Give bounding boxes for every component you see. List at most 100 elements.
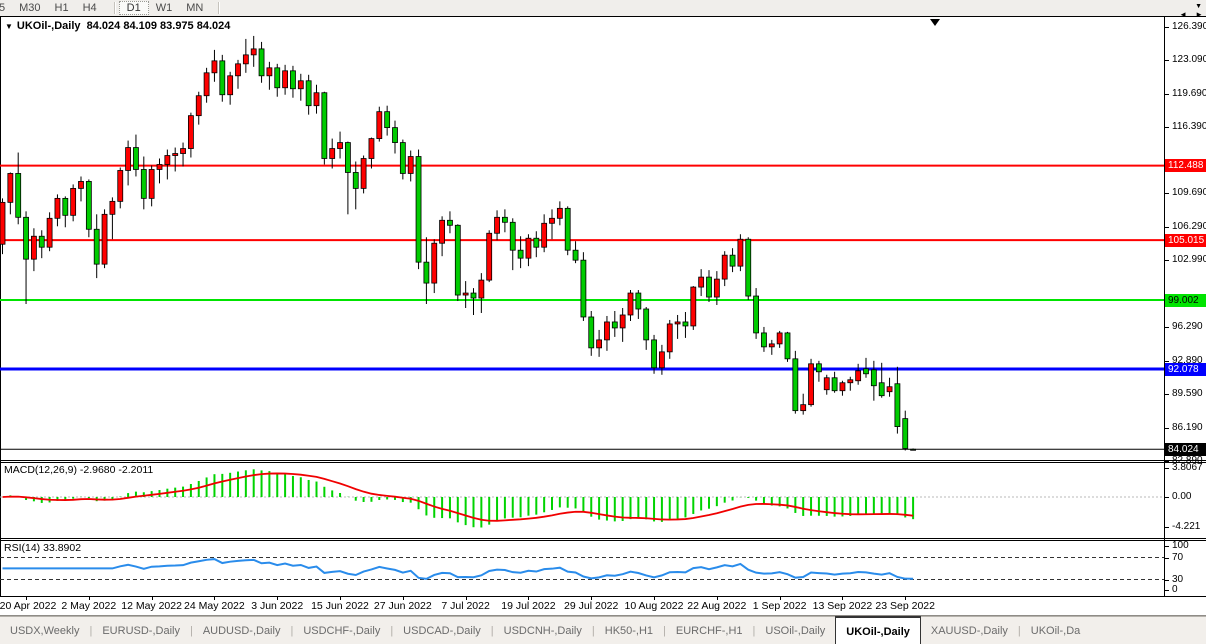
candle-body: [352, 172, 359, 189]
timeframe-button-5[interactable]: 5: [0, 2, 6, 14]
candle-body: [54, 197, 61, 219]
candle-body: [737, 238, 744, 267]
candle-body: [305, 80, 312, 107]
rsi-tick-label: 30: [1172, 573, 1184, 585]
timeframe-button-d1[interactable]: D1: [118, 1, 149, 15]
candle-body: [541, 222, 548, 248]
rsi-tick-label: 70: [1172, 551, 1184, 563]
chart-tab-usdcad-daily[interactable]: USDCAD-,Daily: [403, 625, 481, 637]
candle-body: [392, 127, 398, 143]
chart-tab-xauusd-daily[interactable]: XAUUSD-,Daily: [930, 625, 1008, 637]
date-label: 23 Sep 2022: [875, 600, 935, 612]
candle-body: [85, 181, 92, 230]
macd-name: MACD(12,26,9): [4, 464, 77, 476]
chart-shift-marker-icon[interactable]: [930, 19, 940, 26]
candle-body: [344, 142, 351, 173]
timeframe-button-mn[interactable]: MN: [186, 2, 204, 14]
date-tick: [26, 597, 27, 600]
date-tick: [528, 597, 530, 600]
candle-body: [431, 242, 438, 284]
main-macd-splitter-a[interactable]: [0, 460, 1206, 461]
candle-body: [745, 238, 752, 297]
macd-tick-dash: [1164, 497, 1169, 498]
chart-tab-audusd-daily[interactable]: AUDUSD-,Daily: [202, 625, 281, 637]
candle-body: [368, 138, 375, 159]
price-tick-dash: [1164, 193, 1169, 195]
macd-tick-dash: [1164, 527, 1169, 528]
toolbar-overflow-icon[interactable]: ▼: [1195, 3, 1202, 10]
date-tick: [465, 597, 467, 600]
date-tick: [88, 597, 90, 600]
candle-body: [808, 363, 814, 406]
price-tick-label: 102.990: [1172, 254, 1206, 266]
candle-body: [195, 95, 202, 117]
candle-body: [227, 75, 234, 96]
chart-tab-eurchf-h1[interactable]: EURCHF-,H1: [675, 625, 743, 637]
candle-body: [15, 173, 22, 218]
price-badge-112.488: 112.488: [1165, 159, 1206, 173]
candle-body: [164, 155, 171, 165]
candle-body: [902, 418, 909, 449]
main-macd-splitter-b[interactable]: [0, 462, 1206, 463]
price-axis[interactable]: 126.390 123.090 119.690 116.390 109.690 106.2…: [1164, 17, 1206, 615]
date-tick: [151, 597, 153, 600]
price-tick-dash: [1164, 427, 1169, 429]
timeframe-button-m30[interactable]: M30: [19, 2, 41, 14]
date-axis[interactable]: 20 Apr 2022 2 May 2022 12 May 2022 24 May 2…: [0, 597, 1164, 615]
date-tick: [654, 597, 655, 600]
price-badge-92.078: 92.078: [1165, 362, 1206, 376]
candle-body: [407, 156, 414, 174]
window-bottom-border: [0, 615, 1206, 616]
timeframe-button-w1[interactable]: W1: [155, 2, 173, 14]
chart-tab-ukoil-daily[interactable]: UKOil-,Daily: [835, 616, 921, 644]
price-badge-99.002: 99.002: [1165, 293, 1206, 307]
candle-body: [659, 351, 665, 369]
macd-rsi-splitter-a[interactable]: [0, 538, 1206, 539]
chart-tab-eurusd-daily[interactable]: EURUSD-,Daily: [102, 625, 180, 637]
candle-body: [776, 332, 783, 345]
candle-body: [282, 70, 289, 89]
chart-tab-usdchf-daily[interactable]: USDCHF-,Daily: [303, 625, 381, 637]
candle-body: [447, 219, 453, 226]
macd-rsi-splitter-b[interactable]: [0, 540, 1206, 541]
date-label: 7 Jul 2022: [441, 600, 490, 612]
chart-tab-usdx-weekly[interactable]: USDX,Weekly: [10, 625, 80, 637]
timeframe-toolbar: 5 M30 H1 H4 D1 W1 MN: [0, 0, 1206, 16]
timeframe-button-h1[interactable]: H1: [54, 2, 69, 14]
tab-scroll-right-icon[interactable]: ►: [1195, 9, 1203, 19]
timeframe-button-h4[interactable]: H4: [82, 2, 97, 14]
tab-scroll-left-icon[interactable]: ◄: [1179, 9, 1188, 19]
candle-body: [454, 224, 461, 296]
collapse-icon[interactable]: ▼: [5, 22, 13, 31]
candle-body: [148, 169, 155, 199]
chart-tab-ukoil-da[interactable]: UKOil-,Da: [1030, 625, 1081, 637]
candle-body: [784, 332, 791, 360]
macd-tick-label: 0.00: [1172, 491, 1192, 502]
candle-body: [588, 316, 595, 349]
chart-tab-usdcnh-daily[interactable]: USDCNH-,Daily: [503, 625, 582, 637]
candle-body: [564, 207, 571, 251]
price-tick-dash: [1164, 126, 1169, 128]
candle-body: [78, 181, 84, 189]
candle-body: [768, 343, 775, 348]
tab-separator: |: [591, 625, 595, 637]
candle-body: [321, 92, 328, 159]
candle-body: [211, 60, 218, 74]
candle-body: [423, 261, 430, 284]
date-label: 24 May 2022: [184, 600, 245, 612]
chart-tab-hk50-h1[interactable]: HK50-,H1: [604, 625, 654, 637]
date-label: 19 Jul 2022: [501, 600, 556, 612]
tab-separator: |: [189, 625, 193, 637]
rsi-value: 33.8902: [43, 542, 82, 554]
date-label: 3 Jun 2022: [251, 600, 304, 612]
chart-tab-usoil-daily[interactable]: USOil-,Daily: [765, 625, 826, 637]
candle-body: [478, 279, 485, 299]
candle-body: [753, 295, 759, 334]
candle-body: [329, 148, 336, 159]
price-tick-label: 92.890: [1172, 354, 1203, 366]
candle-body: [313, 92, 320, 107]
candle-body: [219, 60, 226, 96]
candle-body: [800, 404, 807, 412]
rsi-tick-label: 0: [1172, 584, 1178, 595]
